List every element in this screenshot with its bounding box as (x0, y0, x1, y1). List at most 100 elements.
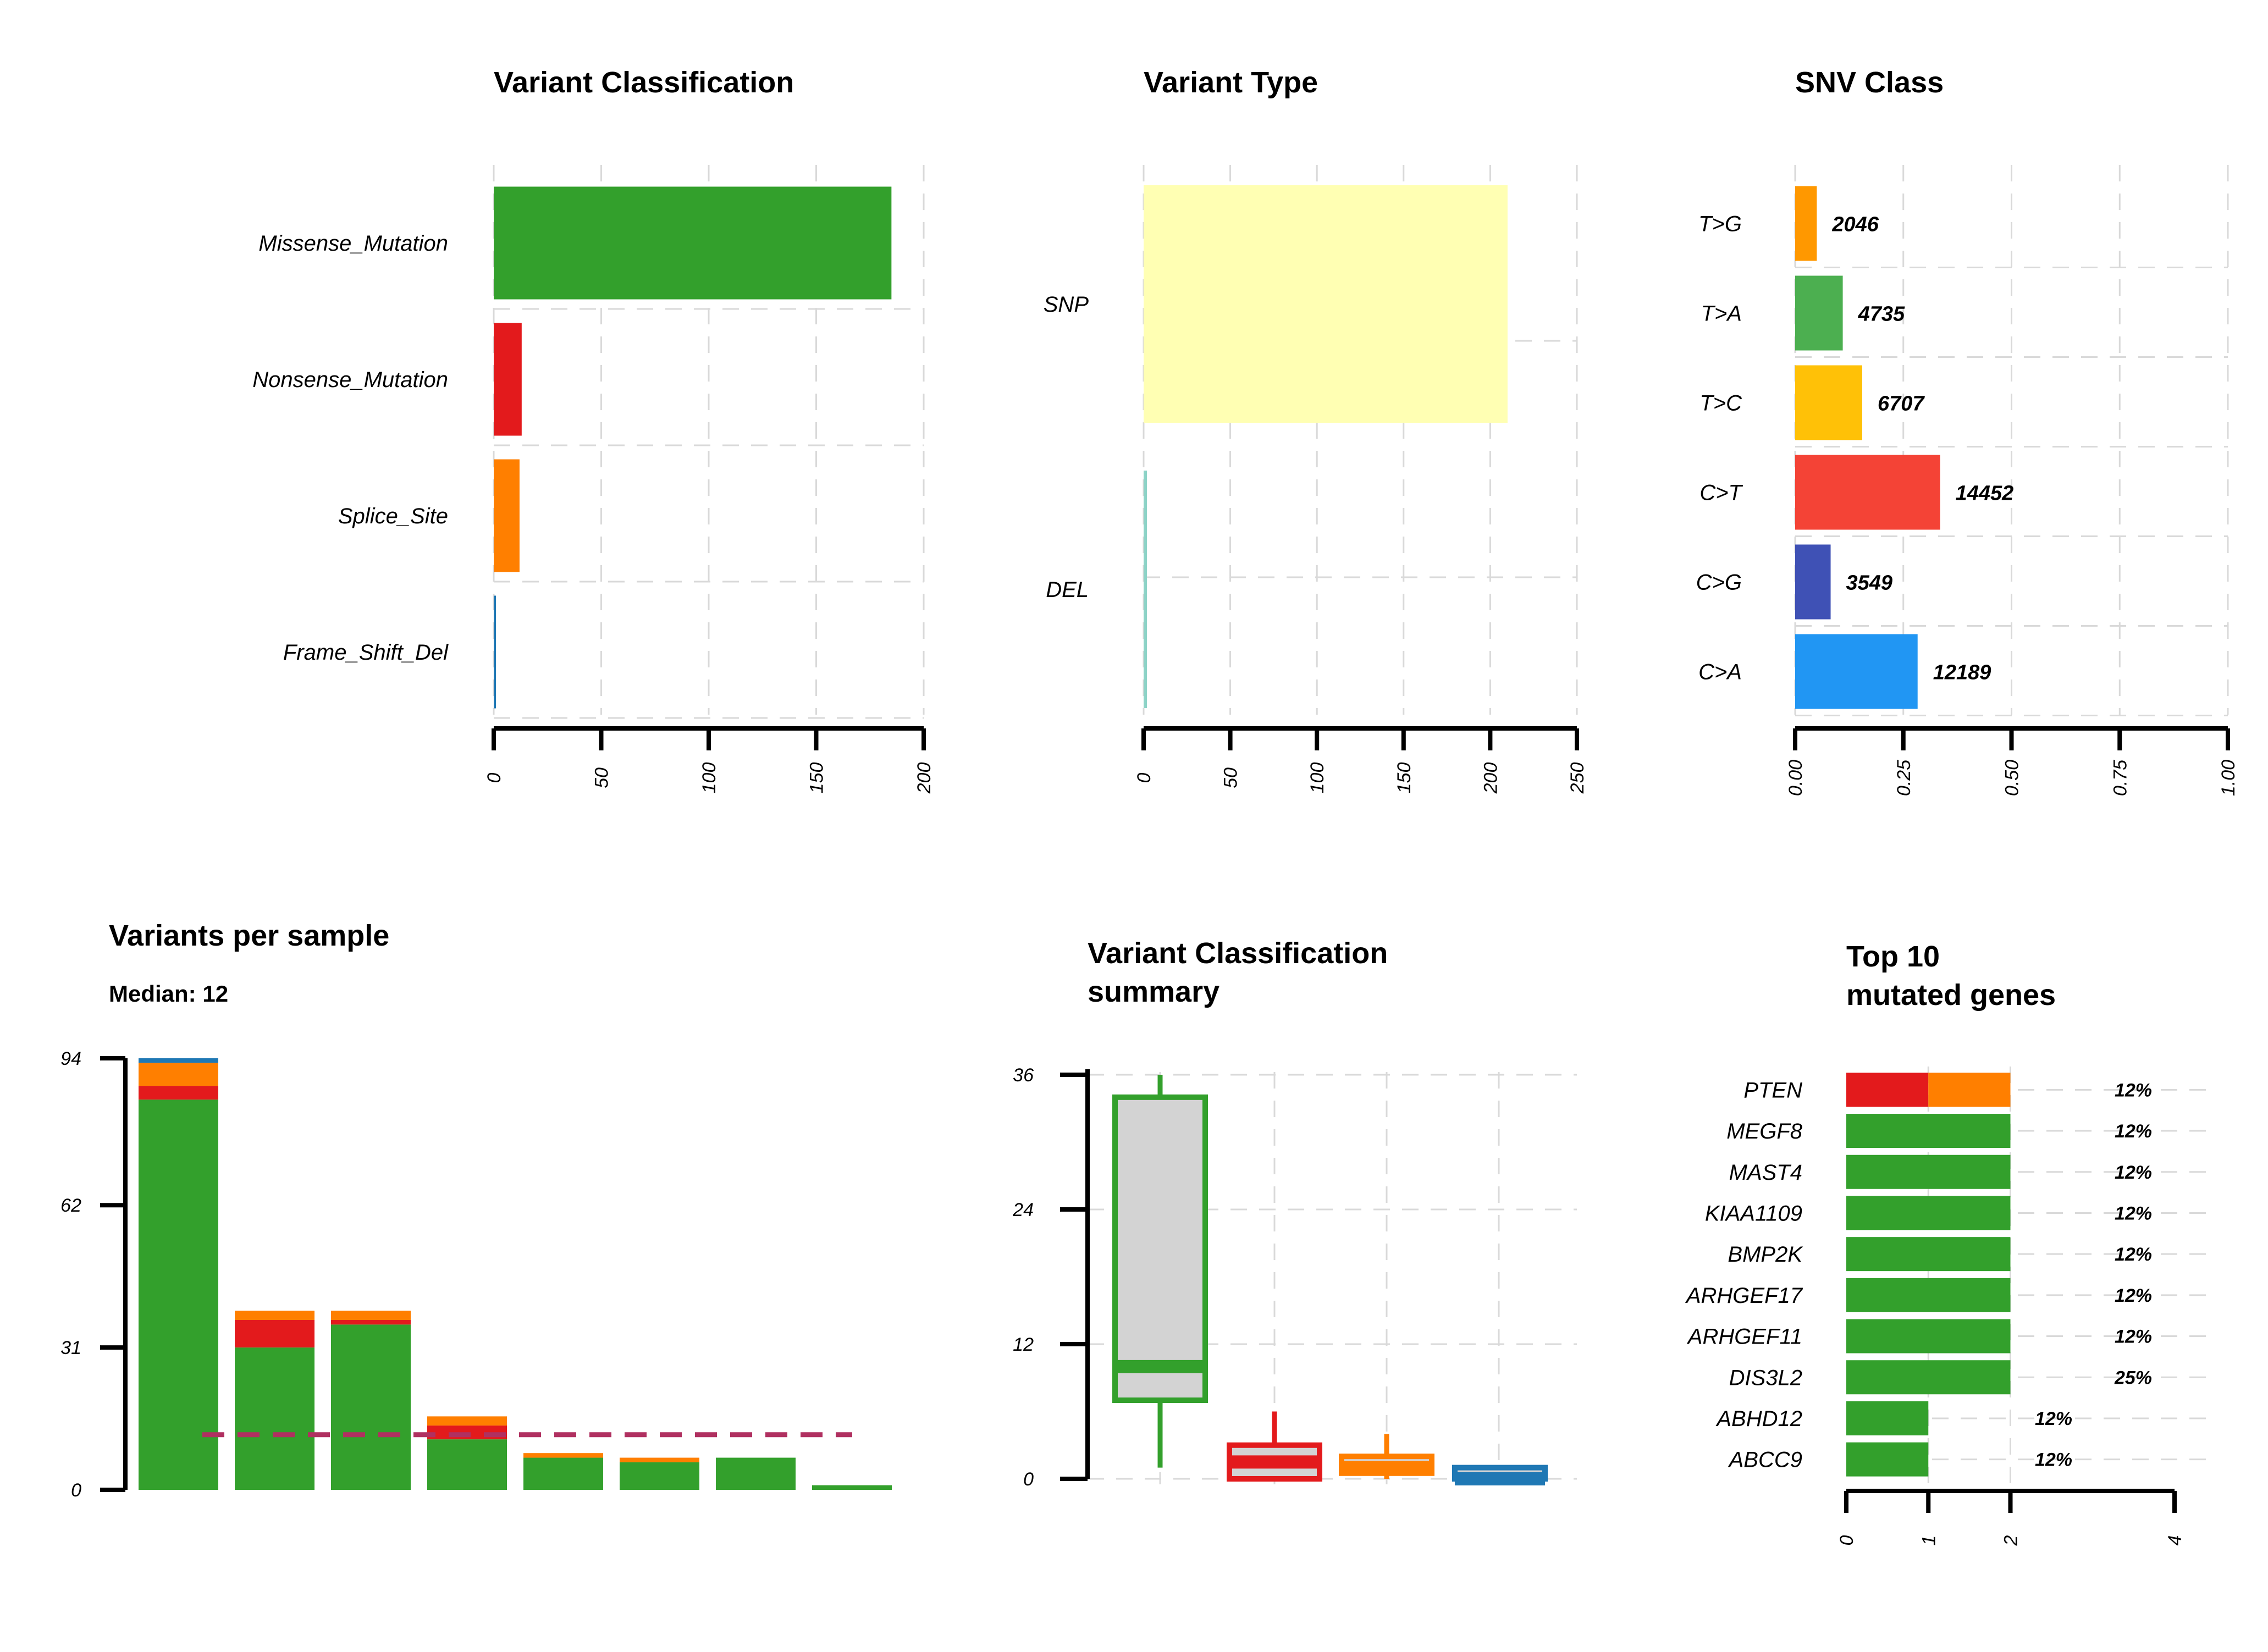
vc-x-tick-label: 100 (699, 763, 720, 794)
stacked-bar-segment-nonsense-mutation (139, 1086, 218, 1100)
bar-nonsense-mutation (494, 323, 522, 436)
stacked-bar-segment-frame-shift-del (139, 1058, 218, 1063)
gene-pct-label-abcc9: 12% (2035, 1450, 2072, 1471)
stacked-bar-segment-splice-site (331, 1311, 411, 1321)
stacked-bar-segment-splice-site (620, 1457, 699, 1462)
stacked-bar-segment-splice-site (427, 1416, 507, 1426)
y-tick-label: 31 (60, 1338, 81, 1358)
gene-label-abcc9: ABCC9 (1728, 1448, 1802, 1472)
bar-t-a (1795, 275, 1843, 351)
snv-x-tick-label: 1.00 (2218, 760, 2239, 796)
category-label-splice-site: Splice_Site (338, 504, 448, 528)
stacked-bar-segment-splice-site (235, 1311, 314, 1321)
gene-bar-segment-mast4 (1846, 1154, 2011, 1189)
gene-bar-segment-arhgef17 (1846, 1278, 2011, 1312)
gene-label-arhgef17: ARHGEF17 (1685, 1284, 1803, 1308)
vt-x-tick-label: 50 (1221, 767, 1241, 788)
stacked-bar-segment-missense-mutation (620, 1462, 699, 1490)
bar-del (1144, 471, 1147, 708)
gene-bar-segment-dis3l2 (1846, 1360, 2011, 1395)
gene-pct-label-bmp2k: 12% (2115, 1244, 2152, 1265)
panel-top10-mutated-genes: Top 10 mutated genes PTEN 12% MEGF8 12% MAST4 1… (1685, 940, 2210, 1546)
gene-bar-segment-pten (1846, 1073, 1929, 1107)
gene-label-bmp2k: BMP2K (1728, 1242, 1803, 1267)
vt-x-tick-label: 150 (1394, 763, 1415, 794)
bar-missense-mutation (494, 186, 892, 300)
category-label-nonsense-mutation: Nonsense_Mutation (252, 368, 448, 392)
gene-label-mast4: MAST4 (1729, 1161, 1802, 1185)
category-label-del: DEL (1046, 578, 1089, 602)
data-label-c-t: 14452 (1956, 482, 2014, 505)
gene-pct-label-dis3l2: 25% (2114, 1367, 2152, 1388)
category-label-missense-mutation: Missense_Mutation (258, 231, 448, 256)
gene-pct-label-arhgef11: 12% (2115, 1327, 2152, 1347)
chart-title-line-2: mutated genes (1846, 979, 2056, 1012)
genes-x-tick-label: 2 (2001, 1535, 2022, 1546)
vc-x-tick-label: 0 (484, 772, 505, 783)
y-tick-label: 24 (1012, 1200, 1034, 1220)
gene-pct-label-pten: 12% (2115, 1080, 2152, 1101)
panel-variants-per-sample: Variants per sample Median: 12 0 31 62 94 (60, 919, 892, 1501)
vc-x-tick-label: 200 (914, 763, 935, 794)
chart-title-line-1: Variant Classification (1088, 937, 1388, 970)
gene-bar-segment-bmp2k (1846, 1237, 2011, 1272)
genes-x-tick-label: 4 (2165, 1535, 2186, 1546)
vt-x-tick-label: 250 (1567, 763, 1588, 794)
chart-subtitle: Median: 12 (109, 981, 228, 1007)
data-label-t-c: 6707 (1878, 393, 1925, 416)
chart-title: Variant Type (1144, 66, 1318, 99)
gene-bar-segment-abhd12 (1846, 1401, 1929, 1435)
stacked-bar-segment-missense-mutation (139, 1100, 218, 1490)
gene-pct-label-arhgef17: 12% (2115, 1285, 2152, 1306)
chart-title: SNV Class (1795, 66, 1944, 99)
bar-splice-site (494, 459, 520, 572)
stacked-bar-segment-nonsense-mutation (235, 1320, 314, 1348)
snv-x-tick-label: 0.25 (1894, 760, 1914, 796)
gene-bar-segment-arhgef11 (1846, 1319, 2011, 1353)
vc-x-tick-label: 150 (807, 763, 827, 794)
bar-c-g (1795, 544, 1831, 620)
bar-frame-shift-del (494, 595, 496, 709)
bar-t-c (1795, 365, 1862, 440)
chart-title: Variant Classification (494, 66, 794, 99)
category-label-snp: SNP (1044, 292, 1089, 317)
gene-pct-label-abhd12: 12% (2035, 1408, 2072, 1429)
gene-bar-segment-kiaa1109 (1846, 1196, 2011, 1230)
vt-x-tick-label: 200 (1480, 763, 1501, 794)
panel-variant-classification: Variant Classification Missense_Mutation N… (252, 66, 935, 794)
stacked-bar-segment-nonsense-mutation (331, 1320, 411, 1325)
stacked-bar-segment-missense-mutation (716, 1457, 796, 1490)
snv-x-tick-label: 0.75 (2110, 760, 2131, 796)
genes-x-tick-label: 0 (1836, 1535, 1857, 1545)
gene-bar-segment-abcc9 (1846, 1442, 1929, 1477)
panel-variant-classification-summary: Variant Classification summary 0 12 24 36 (1012, 937, 1577, 1490)
box-missense-mutation (1112, 1094, 1208, 1404)
category-label-c-a: C>A (1698, 660, 1742, 684)
gene-label-megf8: MEGF8 (1726, 1119, 1803, 1143)
gene-label-pten: PTEN (1743, 1078, 1802, 1102)
y-tick-label: 36 (1013, 1065, 1034, 1086)
vt-x-tick-label: 0 (1134, 772, 1155, 783)
bar-t-g (1795, 186, 1817, 261)
stacked-bar-segment-missense-mutation (812, 1485, 892, 1490)
snv-x-tick-label: 0.00 (1785, 760, 1806, 796)
y-tick-label: 0 (1023, 1469, 1034, 1490)
y-tick-label: 0 (71, 1480, 81, 1501)
data-label-c-g: 3549 (1846, 572, 1893, 595)
stacked-bar-segment-splice-site (523, 1453, 603, 1458)
chart-title-line-1: Top 10 (1846, 940, 1940, 973)
category-label-t-a: T>A (1701, 302, 1742, 326)
vt-x-tick-label: 100 (1307, 763, 1328, 794)
gene-bar-segment-megf8 (1846, 1114, 2011, 1148)
stacked-bar-segment-splice-site (139, 1063, 218, 1086)
category-label-c-g: C>G (1696, 571, 1742, 595)
stacked-bar-segment-missense-mutation (235, 1347, 314, 1490)
stacked-bar-segment-missense-mutation (331, 1324, 411, 1490)
gene-label-abhd12: ABHD12 (1715, 1407, 1802, 1431)
category-label-t-c: T>C (1699, 391, 1742, 416)
panel-snv-class: SNV Class T>G 2046 T>A 4735 T>C 6707 C>T 14452 C>… (1696, 66, 2239, 796)
stacked-bar-segment-missense-mutation (427, 1439, 507, 1490)
snv-x-tick-label: 0.50 (2002, 760, 2023, 796)
